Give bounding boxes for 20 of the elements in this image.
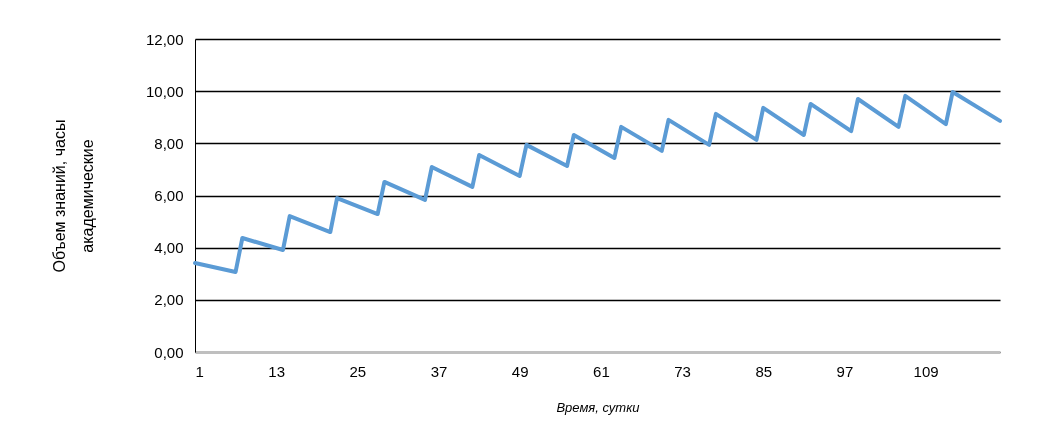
line-series [193,89,1002,274]
x-tick-label: 25 [349,362,367,380]
y-tick-label: 6,00 [154,187,184,204]
y-tick-label: 8,00 [154,134,184,152]
x-tick-label: 97 [836,362,854,380]
x-tick-label: 13 [268,362,286,380]
x-tick-label: 1 [195,362,204,380]
y-tick-label: 0,00 [154,343,184,361]
x-tick-label: 85 [755,362,773,380]
y-tick-label: 12,00 [145,30,184,48]
x-tick-label: 37 [430,362,448,380]
y-tick-label: 10,00 [145,82,184,100]
x-tick-label: 49 [511,362,529,380]
x-tick-label: 61 [593,362,610,380]
x-tick-label: 73 [674,362,691,380]
y-axis-title: Объем знаний, часы академические [50,119,96,273]
x-axis-title: Время, сутки [556,399,640,415]
y-tick-label: 4,00 [154,239,184,257]
y-tick-label: 2,00 [154,291,184,309]
x-tick-label: 109 [913,362,939,380]
